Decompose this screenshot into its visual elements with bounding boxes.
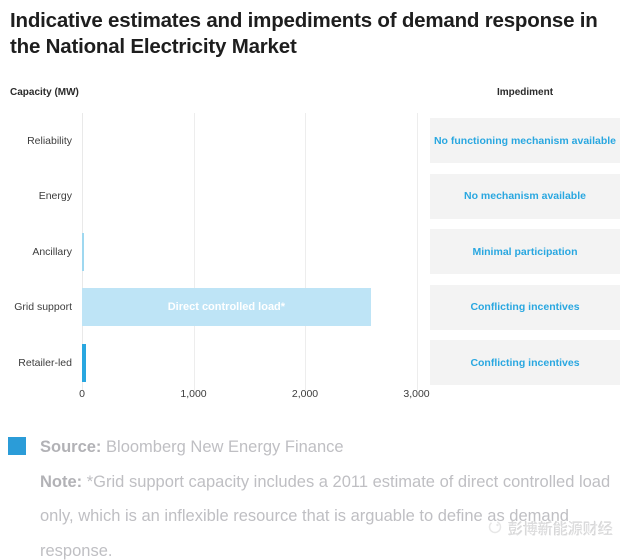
watermark: 彭博新能源财经 xyxy=(487,518,613,539)
source-label: Source: xyxy=(40,438,102,456)
impediment-text: No mechanism available xyxy=(464,190,586,203)
category-label: Grid support xyxy=(14,301,72,314)
watermark-text: 彭博新能源财经 xyxy=(508,521,614,538)
impediment-box: Minimal participation xyxy=(430,229,620,275)
impediment-column-header: Impediment xyxy=(496,87,554,98)
bar xyxy=(82,343,87,382)
impediment-box: Conflicting incentives xyxy=(430,284,620,330)
source-note-block: Source: Bloomberg New Energy Finance Not… xyxy=(40,430,622,560)
x-tick-label: 0 xyxy=(79,388,85,400)
bar-value-label: Direct controlled load* xyxy=(167,301,286,314)
x-tick-label: 1,000 xyxy=(180,388,207,400)
impediment-text: Conflicting incentives xyxy=(470,301,580,314)
note-text: *Grid support capacity includes a 2011 e… xyxy=(40,472,611,560)
capacity-axis-header: Capacity (MW) xyxy=(10,87,79,98)
gridline xyxy=(305,113,306,390)
x-tick-label: 3,000 xyxy=(403,388,430,400)
category-label: Energy xyxy=(38,190,72,203)
category-label: Ancillary xyxy=(32,245,72,258)
category-label: Retailer-led xyxy=(18,356,72,369)
impediment-text: No functioning mechanism available xyxy=(433,134,617,147)
source-bullet-square xyxy=(8,437,26,455)
gridline xyxy=(416,113,418,390)
x-tick-label: 2,000 xyxy=(291,388,319,400)
impediment-box: No functioning mechanism available xyxy=(430,118,620,164)
impediment-text: Conflicting incentives xyxy=(470,356,580,369)
bar: Direct controlled load* xyxy=(82,288,371,327)
impediment-text: Minimal participation xyxy=(472,245,578,258)
gridline xyxy=(193,113,195,390)
impediment-box: No mechanism available xyxy=(430,173,620,219)
bar xyxy=(82,232,85,271)
watermark-logo-icon xyxy=(487,519,503,539)
page-title: Indicative estimates and impediments of … xyxy=(10,9,598,58)
source-text: Bloomberg New Energy Finance xyxy=(106,438,344,456)
category-label: Reliability xyxy=(27,134,72,147)
note-label: Note: xyxy=(40,472,83,491)
impediment-box: Conflicting incentives xyxy=(430,340,620,386)
